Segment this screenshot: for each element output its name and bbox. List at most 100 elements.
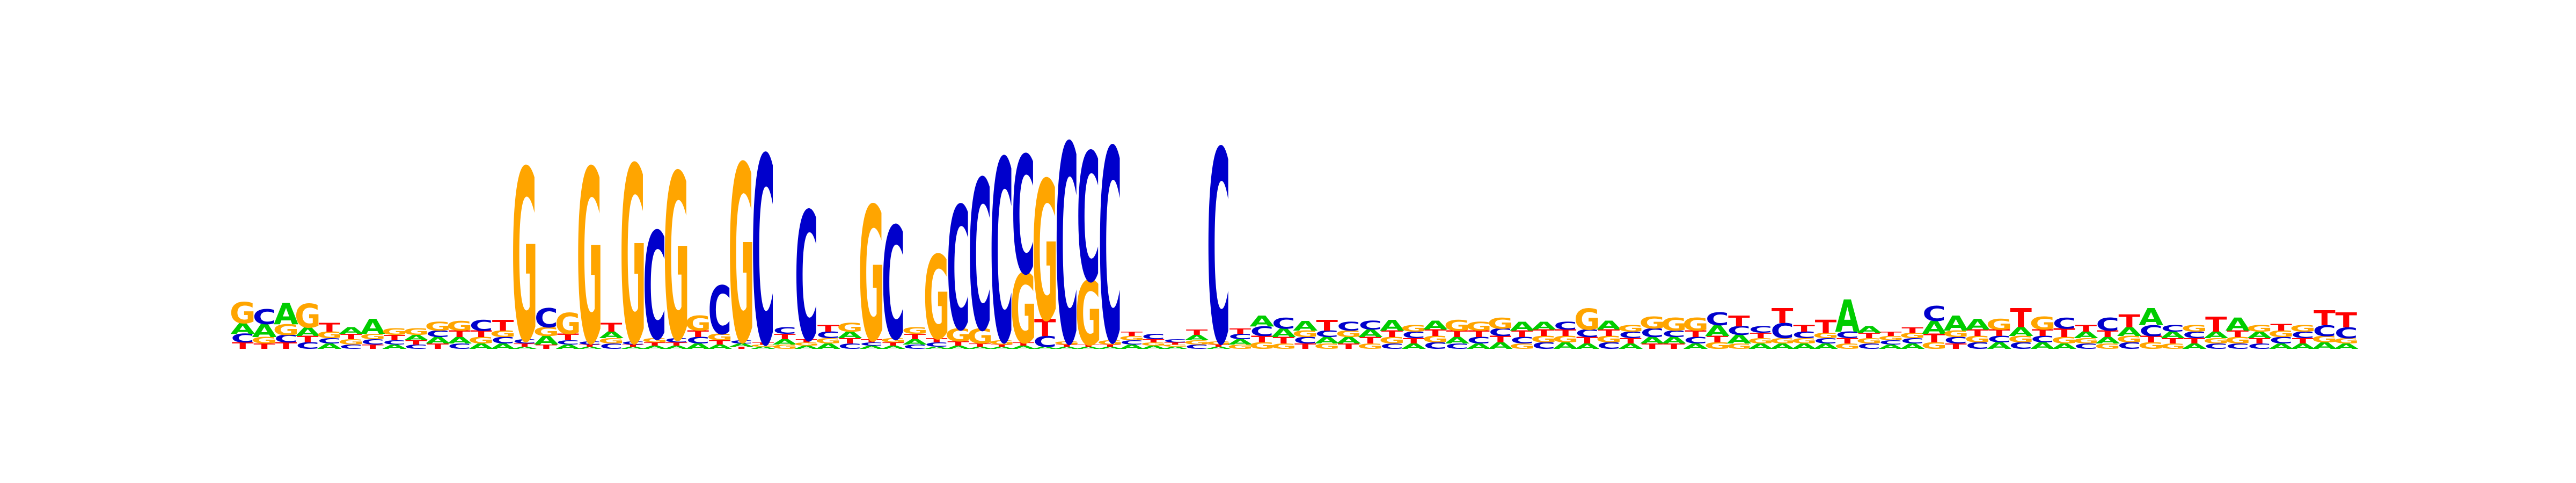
logo-letter-C: C — [686, 335, 710, 346]
logo-letter-A: A — [1792, 342, 1817, 351]
logo-letter-G: G — [707, 332, 733, 342]
logo-letter-G: G — [2095, 342, 2121, 351]
logo-letter-C: C — [1749, 325, 1773, 335]
logo-letter-C: C — [2139, 323, 2163, 340]
logo-letter-T: T — [1143, 339, 1165, 343]
logo-letter-G: G — [490, 329, 516, 339]
logo-letter-C: C — [1576, 328, 1599, 340]
logo-letter-C: C — [990, 109, 1014, 399]
logo-letter-C: C — [1272, 315, 1296, 332]
logo-letter-G: G — [1574, 303, 1600, 336]
logo-letter-A: A — [1987, 341, 2011, 351]
logo-letter-A: A — [382, 343, 407, 350]
logo-letter-G: G — [1769, 337, 1796, 346]
logo-letter-T: T — [665, 342, 687, 347]
logo-letter-T: T — [1034, 315, 1056, 342]
logo-letter-C: C — [1142, 333, 1166, 341]
logo-letter-A: A — [1857, 325, 1882, 335]
logo-letter-T: T — [1230, 327, 1252, 336]
logo-letter-C: C — [1684, 335, 1708, 346]
logo-letter-T: T — [1273, 335, 1295, 346]
logo-letter-G: G — [663, 127, 690, 392]
logo-letter-C: C — [1706, 309, 1729, 330]
logo-letter-A: A — [469, 342, 494, 351]
logo-letter-A: A — [707, 343, 732, 350]
logo-letter-G: G — [1553, 334, 1579, 345]
logo-letter-C: C — [361, 338, 385, 347]
logo-letter-A: A — [1466, 342, 1491, 351]
logo-letter-T: T — [1858, 332, 1880, 340]
logo-letter-T: T — [1555, 328, 1577, 338]
logo-letter-G: G — [1791, 337, 1817, 346]
logo-letter-C: C — [1034, 333, 1057, 350]
logo-letter-G: G — [1487, 315, 1513, 332]
logo-letter-A: A — [1445, 335, 1469, 346]
logo-letter-A: A — [1878, 343, 1903, 350]
logo-letter-A: A — [1684, 342, 1709, 351]
logo-letter-G: G — [1336, 329, 1362, 339]
logo-letter-C: C — [2313, 323, 2337, 340]
logo-letter-A: A — [621, 346, 646, 349]
logo-letter-T: T — [297, 334, 319, 345]
logo-letter-C: C — [1099, 94, 1122, 402]
logo-letter-T: T — [2010, 303, 2032, 334]
logo-letter-T: T — [2118, 311, 2140, 332]
logo-letter-A: A — [2226, 314, 2250, 335]
logo-letter-C: C — [708, 272, 731, 349]
logo-letter-C: C — [773, 326, 797, 336]
logo-letter-A: A — [881, 345, 905, 350]
logo-letter-T: T — [2205, 313, 2227, 336]
logo-letter-C: C — [274, 333, 298, 345]
logo-letter-C: C — [296, 341, 320, 351]
logo-letter-C: C — [339, 343, 363, 350]
logo-letter-G: G — [1921, 341, 1948, 351]
logo-letter-T: T — [1793, 324, 1815, 334]
logo-letter-A: A — [838, 330, 862, 340]
logo-letter-G: G — [2008, 334, 2034, 345]
logo-letter-A: A — [447, 335, 472, 346]
logo-letter-A: A — [2182, 342, 2207, 351]
logo-letter-C: C — [2053, 315, 2076, 332]
logo-letter-G: G — [1032, 142, 1058, 364]
logo-letter-T: T — [1772, 304, 1794, 328]
logo-letter-C: C — [1879, 339, 1902, 346]
logo-letter-T: T — [904, 333, 926, 341]
logo-letter-A: A — [1835, 290, 1860, 342]
logo-letter-G: G — [1596, 334, 1622, 345]
logo-letter-C: C — [1185, 343, 1209, 350]
logo-letter-A: A — [1055, 346, 1079, 349]
logo-letter-C: C — [253, 305, 276, 329]
logo-letter-C: C — [231, 331, 254, 345]
logo-letter-C: C — [1228, 333, 1252, 341]
logo-letter-T: T — [1945, 342, 1967, 351]
logo-letter-T: T — [536, 343, 558, 350]
logo-letter-C: C — [578, 341, 602, 346]
logo-letter-A: A — [1748, 342, 1774, 351]
logo-letter-A: A — [2161, 330, 2185, 340]
logo-letter-T: T — [2097, 329, 2119, 339]
